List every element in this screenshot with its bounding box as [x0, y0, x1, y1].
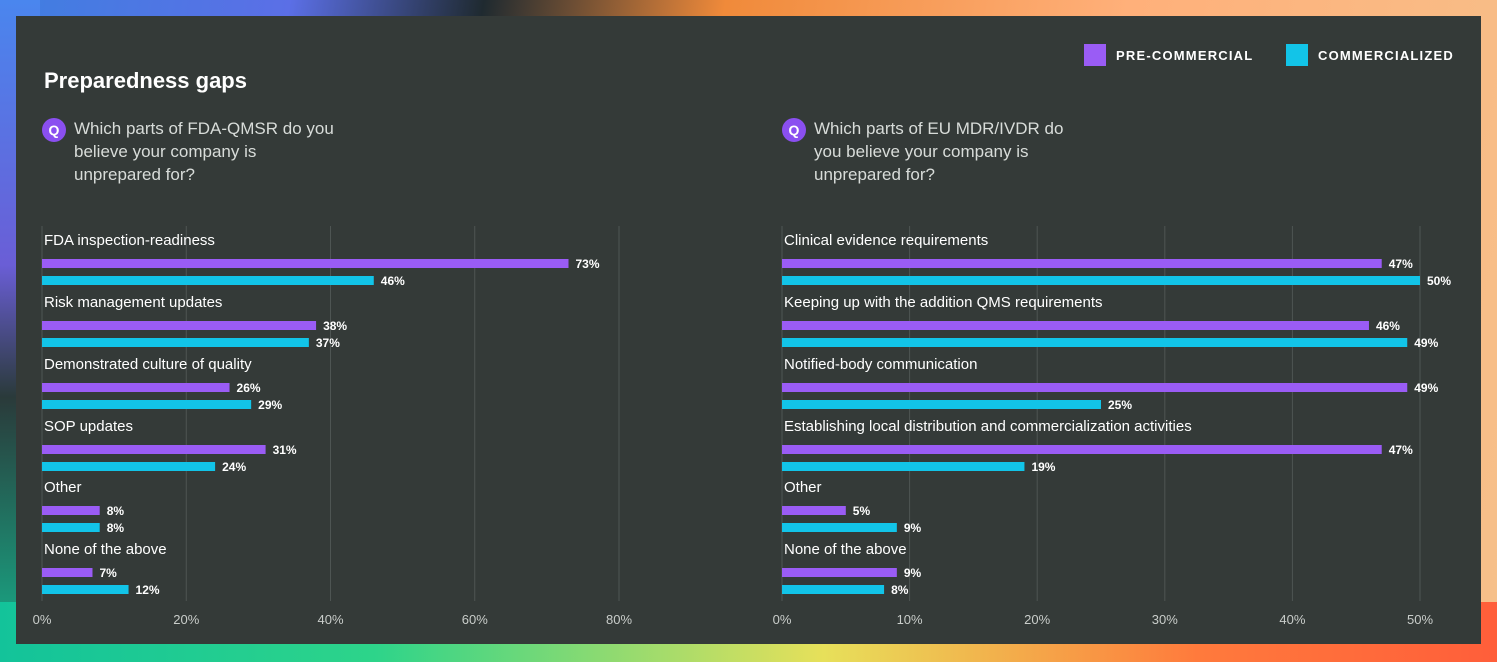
legend-item-commercialized: COMMERCIALIZED	[1286, 44, 1454, 66]
chart-panel: Preparedness gaps PRE-COMMERCIAL COMMERC…	[16, 16, 1481, 644]
value-label-commercialized-demonstrated-culture-of-quality: 29%	[258, 398, 282, 412]
chart-fda-qmsr: 0% 20% 40% 60% 80% FDA inspection-readiness 73…	[33, 226, 632, 627]
category-label-notified-body-communication: Notified-body communication	[784, 356, 977, 373]
tick-label-20: 20%	[1024, 612, 1050, 627]
bar-commercialized-none-of-the-above	[42, 585, 129, 594]
category-label-none-of-the-above: None of the above	[784, 541, 907, 558]
category-label-risk-management-updates: Risk management updates	[44, 294, 222, 311]
value-label-commercialized-sop-updates: 24%	[222, 460, 246, 474]
bar-pre-commercial-none-of-the-above	[782, 568, 897, 577]
bar-commercialized-establishing-local-distribution-and-commercialization-activities	[782, 462, 1025, 471]
value-label-pre-commercial-fda-inspection-readiness: 73%	[576, 257, 600, 271]
tick-label-30: 30%	[1152, 612, 1178, 627]
tick-label-40: 40%	[317, 612, 343, 627]
bar-commercialized-sop-updates	[42, 462, 216, 471]
category-label-none-of-the-above: None of the above	[44, 541, 167, 558]
legend-label-pre-commercial: PRE-COMMERCIAL	[1116, 47, 1254, 63]
value-label-commercialized-keeping-up-with-the-addition-qms-requirements: 49%	[1414, 336, 1438, 350]
bar-pre-commercial-other	[42, 506, 100, 515]
value-label-commercialized-risk-management-updates: 37%	[316, 336, 340, 350]
category-label-fda-inspection-readiness: FDA inspection-readiness	[44, 232, 215, 249]
bar-pre-commercial-keeping-up-with-the-addition-qms-requirements	[782, 321, 1369, 330]
bar-pre-commercial-fda-inspection-readiness	[42, 259, 569, 268]
category-label-demonstrated-culture-of-quality: Demonstrated culture of quality	[44, 356, 252, 373]
legend-label-commercialized: COMMERCIALIZED	[1318, 47, 1454, 63]
tick-label-50: 50%	[1407, 612, 1433, 627]
value-label-commercialized-fda-inspection-readiness: 46%	[381, 274, 405, 288]
bar-charts: 0% 20% 40% 60% 80% FDA inspection-readiness 73…	[33, 226, 1451, 627]
bar-commercialized-notified-body-communication	[782, 400, 1101, 409]
bar-commercialized-risk-management-updates	[42, 338, 309, 347]
question-badge-right: Q	[782, 118, 806, 142]
bar-pre-commercial-sop-updates	[42, 445, 266, 454]
value-label-commercialized-other: 9%	[904, 521, 922, 535]
tick-label-40: 40%	[1279, 612, 1305, 627]
tick-label-10: 10%	[897, 612, 923, 627]
value-label-commercialized-none-of-the-above: 8%	[891, 583, 909, 597]
page-title: Preparedness gaps	[44, 68, 247, 93]
value-label-pre-commercial-none-of-the-above: 7%	[99, 566, 117, 580]
legend-swatch-commercialized	[1286, 44, 1308, 66]
value-label-commercialized-clinical-evidence-requirements: 50%	[1427, 274, 1451, 288]
bar-commercialized-clinical-evidence-requirements	[782, 276, 1420, 285]
bar-pre-commercial-none-of-the-above	[42, 568, 93, 577]
bar-commercialized-other	[42, 523, 100, 532]
tick-label-80: 80%	[606, 612, 632, 627]
bar-commercialized-other	[782, 523, 897, 532]
question-text-left: Which parts of FDA-QMSR do you believe y…	[74, 119, 334, 184]
value-label-commercialized-establishing-local-distribution-and-commercialization-activities: 19%	[1031, 460, 1055, 474]
legend-item-pre-commercial: PRE-COMMERCIAL	[1084, 44, 1253, 66]
tick-label-60: 60%	[462, 612, 488, 627]
value-label-pre-commercial-sop-updates: 31%	[273, 443, 297, 457]
value-label-commercialized-none-of-the-above: 12%	[136, 583, 160, 597]
bar-commercialized-keeping-up-with-the-addition-qms-requirements	[782, 338, 1408, 347]
value-label-pre-commercial-other: 8%	[107, 504, 125, 518]
chart-eu-mdr-ivdr: 0% 10% 20% 30% 40% 50% Clinical evidence requi…	[773, 226, 1451, 627]
bar-pre-commercial-clinical-evidence-requirements	[782, 259, 1382, 268]
value-label-pre-commercial-other: 5%	[853, 504, 871, 518]
tick-label-0: 0%	[773, 612, 792, 627]
bar-pre-commercial-notified-body-communication	[782, 383, 1408, 392]
bar-commercialized-fda-inspection-readiness	[42, 276, 374, 285]
category-label-other: Other	[44, 479, 82, 496]
category-label-other: Other	[784, 479, 822, 496]
category-label-sop-updates: SOP updates	[44, 418, 133, 435]
bar-pre-commercial-other	[782, 506, 846, 515]
value-label-commercialized-notified-body-communication: 25%	[1108, 398, 1132, 412]
category-label-establishing-local-distribution-and-commercialization-activities: Establishing local distribution and comm…	[784, 418, 1192, 435]
tick-label-0: 0%	[33, 612, 52, 627]
value-label-commercialized-other: 8%	[107, 521, 125, 535]
value-label-pre-commercial-establishing-local-distribution-and-commercialization-activities: 47%	[1389, 443, 1413, 457]
question-badge-left: Q	[42, 118, 66, 142]
value-label-pre-commercial-notified-body-communication: 49%	[1414, 381, 1438, 395]
value-label-pre-commercial-risk-management-updates: 38%	[323, 319, 347, 333]
bar-pre-commercial-demonstrated-culture-of-quality	[42, 383, 230, 392]
category-label-clinical-evidence-requirements: Clinical evidence requirements	[784, 232, 988, 249]
value-label-pre-commercial-demonstrated-culture-of-quality: 26%	[237, 381, 261, 395]
value-label-pre-commercial-keeping-up-with-the-addition-qms-requirements: 46%	[1376, 319, 1400, 333]
category-label-keeping-up-with-the-addition-qms-requirements: Keeping up with the addition QMS require…	[784, 294, 1103, 311]
tick-label-20: 20%	[173, 612, 199, 627]
bar-pre-commercial-risk-management-updates	[42, 321, 317, 330]
legend-swatch-pre-commercial	[1084, 44, 1106, 66]
value-label-pre-commercial-clinical-evidence-requirements: 47%	[1389, 257, 1413, 271]
question-text-right: Which parts of EU MDR/IVDR do you believ…	[814, 119, 1064, 184]
value-label-pre-commercial-none-of-the-above: 9%	[904, 566, 922, 580]
bar-pre-commercial-establishing-local-distribution-and-commercialization-activities	[782, 445, 1382, 454]
bar-commercialized-demonstrated-culture-of-quality	[42, 400, 252, 409]
bar-commercialized-none-of-the-above	[782, 585, 885, 594]
